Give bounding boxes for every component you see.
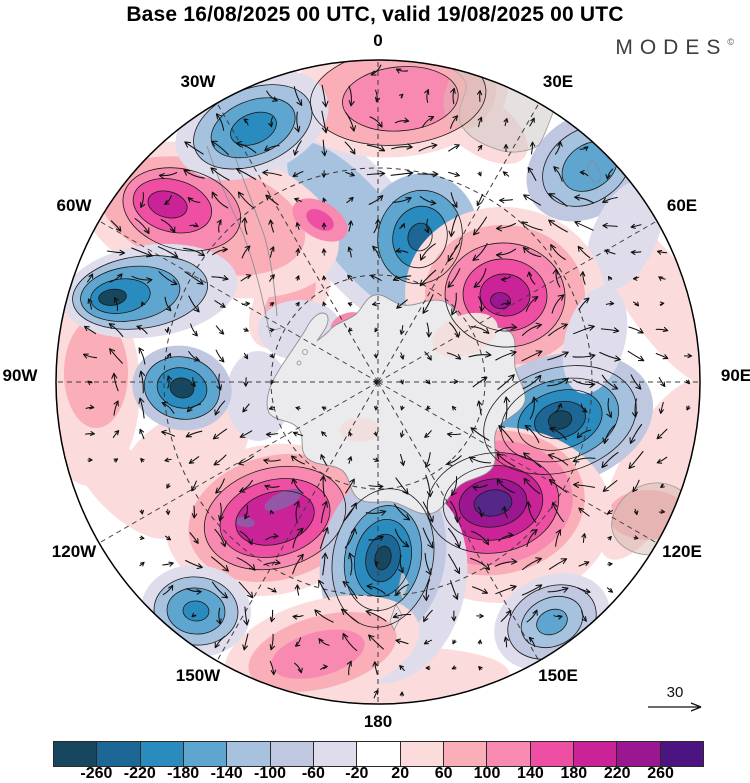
colorbar-tick: 140 [517,765,544,782]
lon-label-60W: 60W [57,196,93,215]
colorbar-tick: 220 [603,765,631,782]
colorbar-cell [183,742,228,766]
colorbar-tick: -260 [80,765,113,782]
modes-logo: MODES© [615,36,734,60]
colorbar-tick: 20 [391,765,410,782]
reference-arrow-icon [648,702,702,712]
colorbar-cell [660,742,703,766]
modes-logo-text: MODES [615,36,728,59]
lon-label-0: 0 [373,31,382,50]
colorbar-cell [530,742,574,766]
lon-label-150W: 150W [176,666,221,685]
colorbar-cell [313,742,358,766]
reference-vector: 30 [648,684,702,712]
madagascar-outline [587,161,601,183]
colorbar [53,741,704,767]
colorbar-cell [487,742,531,766]
lon-label-30E: 30E [543,72,573,91]
polar-map: 30 0 30E 60E 90E 120E 150E 180 150W 120W 90W 60W 30… [3,31,750,731]
wind-vectors [82,64,693,699]
colorbar-cell [270,742,314,766]
colorbar-tick: 100 [473,765,501,782]
colorbar-ticks: -260 -220 -180 -140 -100 -60 -20 20 60 100 140 180 2… [53,765,704,783]
colorbar-cell [400,742,444,766]
colorbar-tick: -140 [210,765,243,782]
lon-label-60E: 60E [667,196,697,215]
lon-label-120W: 120W [52,542,97,561]
reference-vector-label: 30 [667,684,684,701]
coastlines [206,60,694,631]
colorbar-tick: -180 [167,765,200,782]
colorbar-cell [357,742,401,766]
lon-label-90E: 90E [721,366,750,385]
lon-label-150E: 150E [538,666,578,685]
colorbar-cell [97,742,141,766]
colorbar-tick: -60 [301,765,325,782]
colorbar-cell [617,742,661,766]
lon-label-90W: 90W [3,366,39,385]
lon-label-120E: 120E [662,542,702,561]
colorbar-cell [443,742,488,766]
colorbar-tick: -220 [123,765,156,782]
colorbar-tick: 60 [434,765,453,782]
lon-label-30W: 30W [181,72,217,91]
colorbar-tick: 180 [560,765,588,782]
colorbar-tick: -100 [253,765,287,782]
colorbar-tick: -20 [345,765,369,782]
map-border [55,59,701,705]
copyright-icon: © [727,37,734,47]
lon-label-180: 180 [364,712,392,731]
colorbar-cell [227,742,271,766]
colorbar-tick: 260 [647,765,674,782]
page-title: Base 16/08/2025 00 UTC, valid 19/08/2025… [126,3,624,26]
colorbar-cell [54,742,98,766]
colorbar-cell [140,742,184,766]
colorbar-cell [573,742,618,766]
